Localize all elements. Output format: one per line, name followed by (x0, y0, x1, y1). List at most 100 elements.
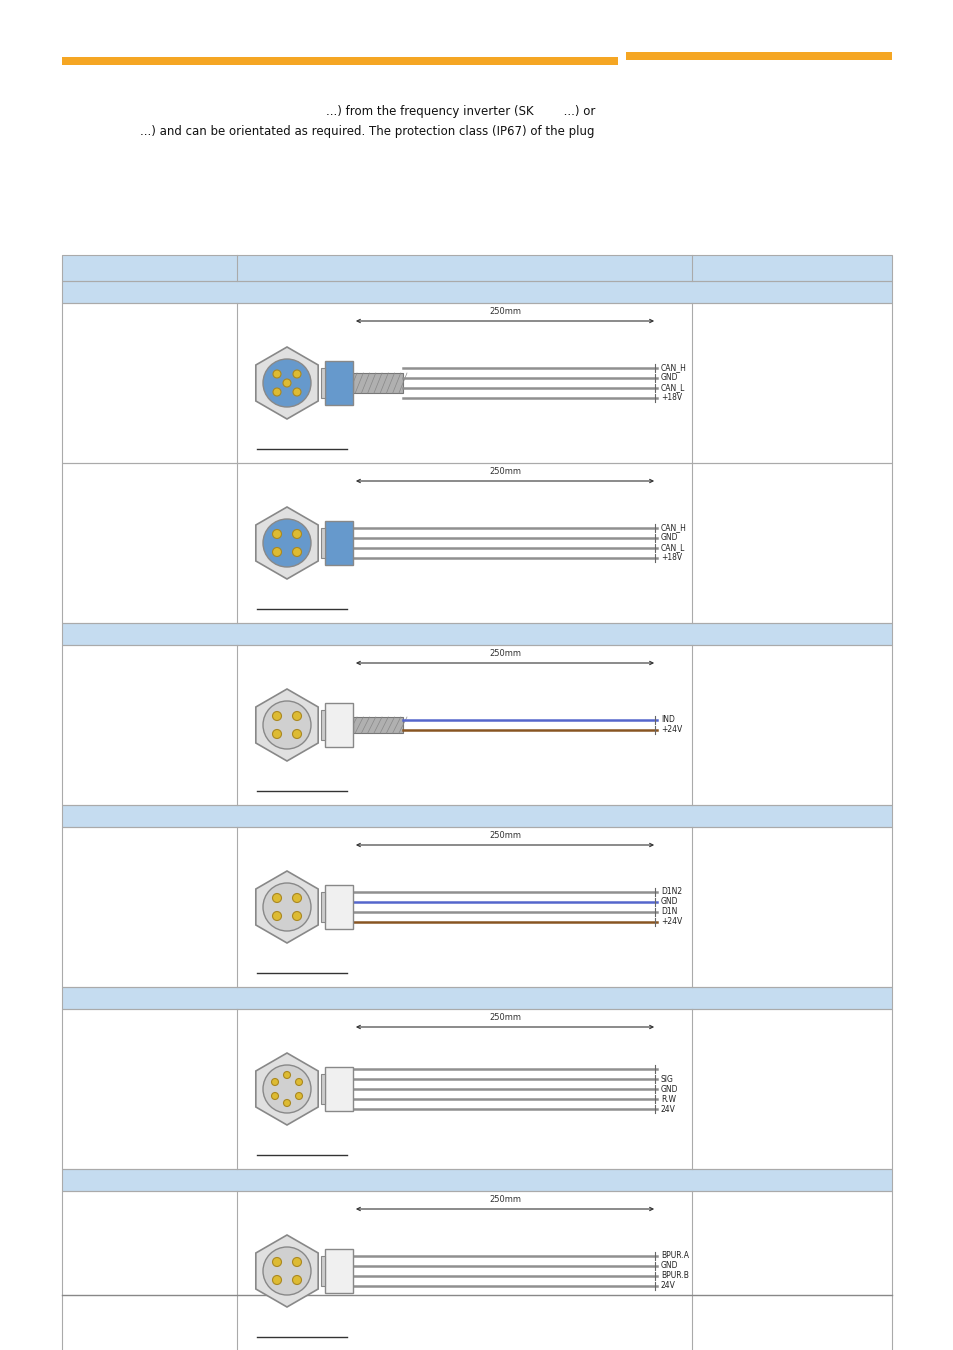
Circle shape (293, 729, 301, 738)
Circle shape (273, 1257, 281, 1266)
Text: 24V: 24V (660, 1281, 675, 1291)
Bar (62, 255, 891, 281)
Text: IND: IND (660, 716, 674, 725)
Text: BPUR.A: BPUR.A (660, 1251, 688, 1261)
Circle shape (295, 1092, 302, 1099)
Circle shape (263, 1065, 311, 1112)
Bar (62, 302, 891, 463)
Text: SIG: SIG (660, 1075, 673, 1084)
Bar (62, 57, 618, 65)
Text: ...) from the frequency inverter (SK        ...) or: ...) from the frequency inverter (SK ...… (325, 105, 595, 117)
Bar (325, 886, 353, 929)
Text: +18V: +18V (660, 554, 681, 563)
Bar (62, 987, 891, 1008)
Text: 250mm: 250mm (489, 832, 520, 840)
Circle shape (263, 883, 311, 932)
Bar (320, 367, 325, 398)
Bar (325, 703, 353, 747)
Circle shape (295, 1079, 302, 1085)
Circle shape (293, 711, 301, 721)
Text: CAN_L: CAN_L (660, 383, 684, 393)
Text: 250mm: 250mm (489, 306, 520, 316)
Bar (62, 622, 891, 645)
Bar (62, 255, 891, 281)
Text: GND: GND (660, 1084, 678, 1094)
Circle shape (273, 729, 281, 738)
Bar (353, 717, 402, 733)
Circle shape (283, 379, 291, 387)
Text: 250mm: 250mm (489, 649, 520, 657)
Polygon shape (255, 688, 318, 761)
Circle shape (273, 387, 281, 396)
Bar (320, 1073, 325, 1104)
Text: 250mm: 250mm (489, 1195, 520, 1204)
Bar (62, 1191, 891, 1350)
Text: 250mm: 250mm (489, 1012, 520, 1022)
Polygon shape (255, 347, 318, 418)
Bar (62, 281, 891, 302)
Bar (320, 891, 325, 922)
Circle shape (263, 1247, 311, 1295)
Text: GND: GND (660, 898, 678, 906)
Circle shape (273, 711, 281, 721)
Text: GND: GND (660, 1261, 678, 1270)
Circle shape (263, 359, 311, 406)
Text: D1N: D1N (660, 907, 677, 917)
Text: 24V: 24V (660, 1104, 675, 1114)
Bar (325, 521, 353, 566)
Text: GND: GND (660, 533, 678, 543)
Text: +24V: +24V (660, 918, 681, 926)
Circle shape (272, 1092, 278, 1099)
Bar (353, 373, 402, 393)
Text: ...) and can be orientated as required. The protection class (IP67) of the plug: ...) and can be orientated as required. … (140, 126, 595, 138)
Bar (62, 1008, 891, 1169)
Circle shape (273, 529, 281, 539)
Circle shape (293, 387, 301, 396)
Bar (62, 987, 891, 1008)
Bar (320, 1256, 325, 1287)
Polygon shape (255, 1053, 318, 1125)
Circle shape (263, 701, 311, 749)
Circle shape (283, 1072, 291, 1079)
Circle shape (272, 1079, 278, 1085)
Circle shape (263, 518, 311, 567)
Circle shape (273, 370, 281, 378)
Bar (62, 1008, 891, 1169)
Text: +18V: +18V (660, 393, 681, 402)
Circle shape (293, 370, 301, 378)
Bar (62, 1169, 891, 1191)
Bar (320, 710, 325, 740)
Text: D1N2: D1N2 (660, 887, 681, 896)
Text: +24V: +24V (660, 725, 681, 734)
Polygon shape (255, 1235, 318, 1307)
Bar (62, 828, 891, 987)
Text: CAN_H: CAN_H (660, 524, 686, 532)
Bar (320, 528, 325, 559)
Bar (62, 302, 891, 463)
Bar (62, 622, 891, 645)
Text: BPUR.B: BPUR.B (660, 1272, 688, 1281)
Bar (62, 805, 891, 828)
Circle shape (273, 894, 281, 903)
Text: GND: GND (660, 374, 678, 382)
Bar (62, 828, 891, 987)
Circle shape (273, 1276, 281, 1284)
Circle shape (283, 1099, 291, 1107)
Bar (62, 1169, 891, 1191)
Bar (62, 645, 891, 805)
Circle shape (273, 911, 281, 921)
Polygon shape (255, 508, 318, 579)
Text: CAN_L: CAN_L (660, 544, 684, 552)
Text: CAN_H: CAN_H (660, 363, 686, 373)
Bar (62, 805, 891, 828)
Bar (325, 1249, 353, 1293)
Text: 250mm: 250mm (489, 467, 520, 477)
Circle shape (273, 548, 281, 556)
Text: R.W: R.W (660, 1095, 676, 1103)
Bar (62, 463, 891, 622)
Bar (625, 53, 891, 59)
Bar (325, 360, 353, 405)
Circle shape (293, 548, 301, 556)
Circle shape (293, 529, 301, 539)
Bar (62, 645, 891, 805)
